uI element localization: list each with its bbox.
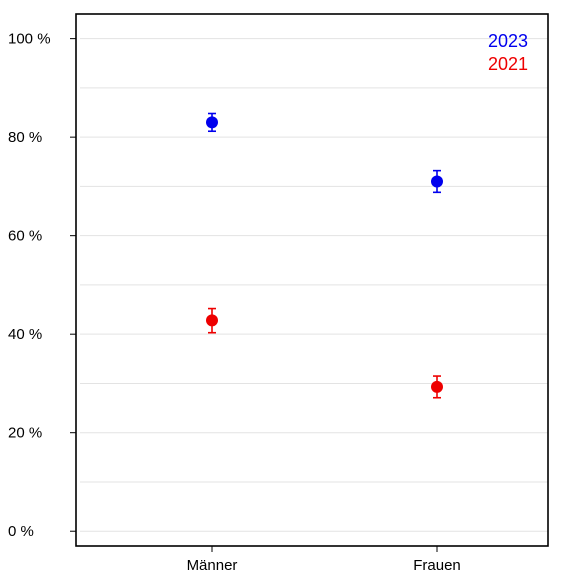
- legend-entry: 2021: [488, 54, 528, 74]
- y-tick-label: 80 %: [8, 129, 42, 146]
- data-point: [206, 112, 218, 133]
- y-tick-label: 0 %: [8, 523, 34, 540]
- point-marker: [431, 175, 443, 188]
- x-tick-label: Männer: [187, 557, 238, 574]
- series-layer: [206, 112, 443, 399]
- data-point: [431, 375, 443, 399]
- x-axis: Männer Frauen: [187, 546, 461, 574]
- point-marker: [206, 314, 218, 327]
- data-point: [431, 169, 443, 194]
- legend: 2023 2021: [488, 31, 528, 74]
- x-tick-label: Frauen: [413, 557, 461, 574]
- y-tick-label: 60 %: [8, 228, 42, 245]
- data-point: [206, 307, 218, 334]
- plot-frame: [75, 13, 549, 547]
- y-tick-label: 100 %: [8, 31, 51, 48]
- point-marker: [206, 116, 218, 129]
- y-tick-label: 40 %: [8, 326, 42, 343]
- legend-entry: 2023: [488, 31, 528, 51]
- point-marker: [431, 380, 443, 393]
- y-axis: 0 % 20 % 40 % 60 % 80 % 100 %: [8, 31, 76, 540]
- y-tick-label: 20 %: [8, 425, 42, 442]
- grid-layer: [80, 38, 548, 532]
